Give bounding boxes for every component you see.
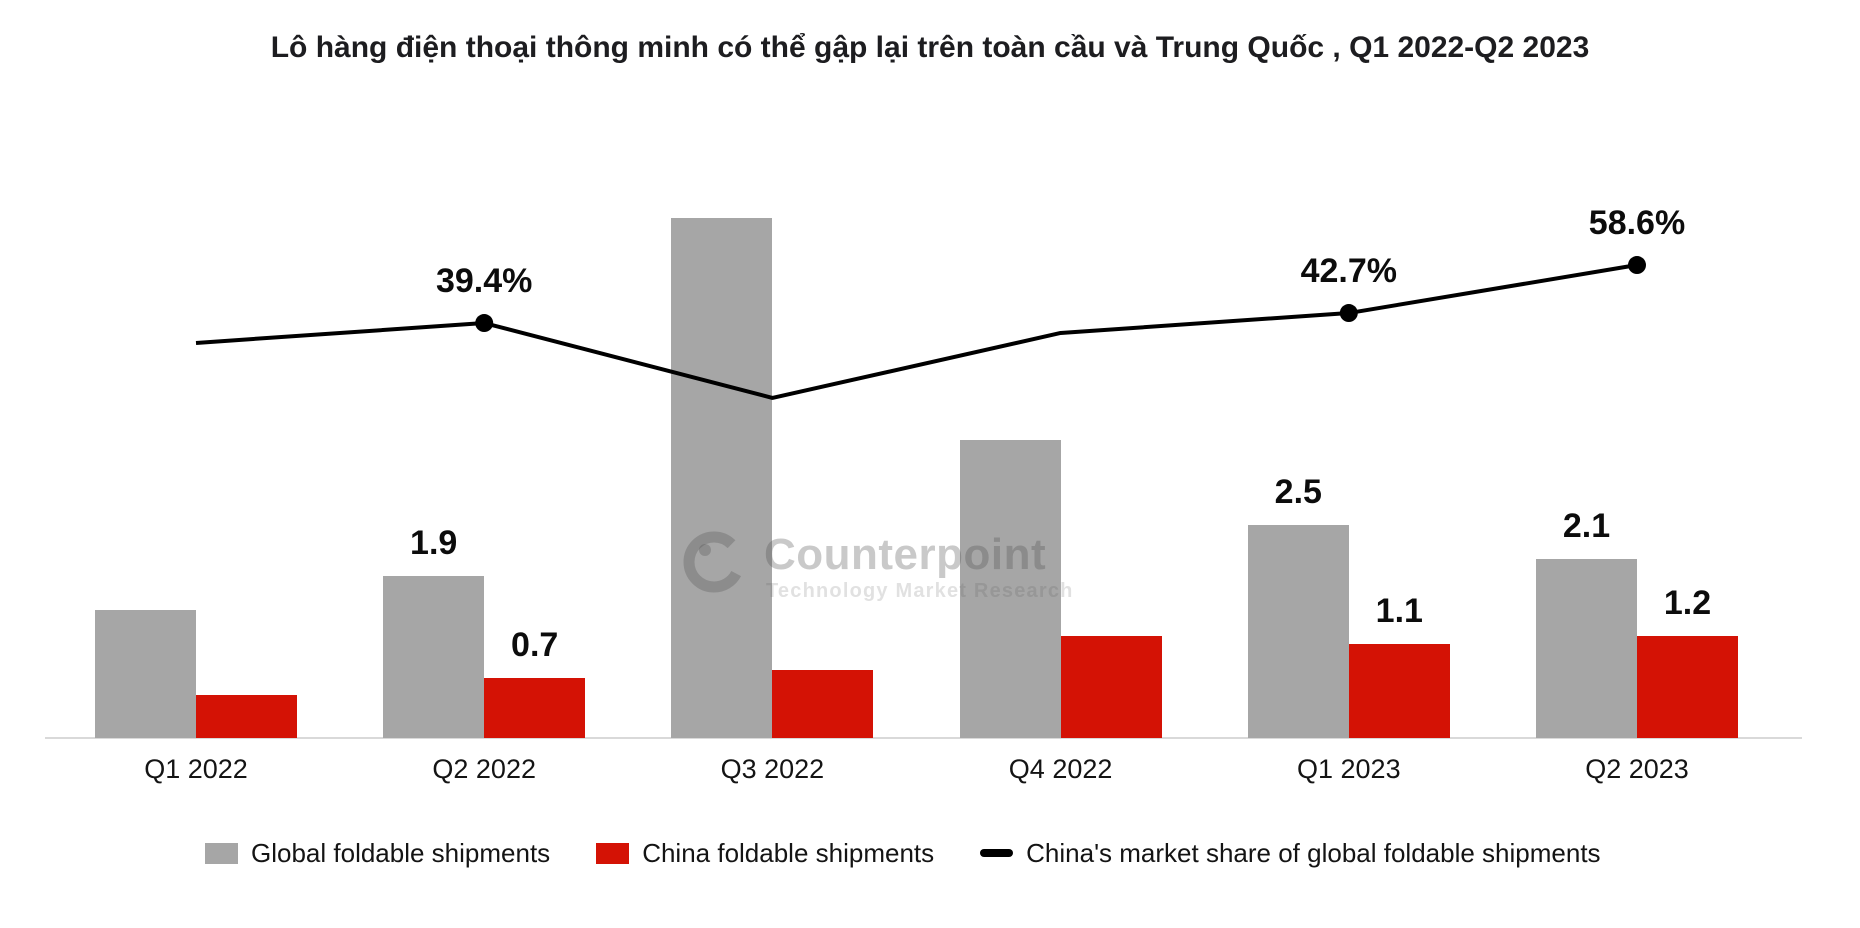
china-value-label-q1-2023: 1.1 bbox=[1375, 592, 1423, 631]
market-share-marker-q2-2023 bbox=[1628, 256, 1646, 275]
chart-title: Lô hàng điện thoại thông minh có thể gập… bbox=[270, 31, 1590, 64]
global-value-label-q2-2022: 1.9 bbox=[410, 524, 458, 563]
china-value-label-q2-2022: 0.7 bbox=[511, 626, 559, 665]
global-bar-q2-2023 bbox=[1536, 559, 1637, 738]
global-bar-q1-2023 bbox=[1247, 525, 1349, 738]
china-value-label-q2-2023: 1.2 bbox=[1663, 583, 1712, 622]
market-share-marker-q1-2023 bbox=[1339, 304, 1358, 323]
global-value-label-q1-2023: 2.5 bbox=[1274, 473, 1322, 511]
watermark-brand: Counterpoint bbox=[764, 530, 1047, 579]
legend-swatch-china bbox=[596, 842, 630, 864]
x-axis-label-q2-2022: Q2 2022 bbox=[432, 754, 536, 784]
legend-swatch-market-share bbox=[980, 849, 1014, 857]
legend-swatch-global bbox=[205, 842, 238, 864]
market-share-line bbox=[195, 263, 1638, 400]
watermark: Counterpoint Technology Market Research bbox=[678, 528, 1198, 612]
market-share-label-q2-2023: 58.6% bbox=[1588, 204, 1686, 243]
legend-item-market-share: China's market share of global foldable … bbox=[980, 838, 1601, 868]
legend-item-china: China foldable shipments bbox=[596, 839, 934, 867]
legend-item-global: Global foldable shipments bbox=[205, 839, 550, 867]
x-axis-line bbox=[45, 737, 1802, 739]
global-bar-q2-2022 bbox=[383, 576, 485, 738]
china-bar-q4-2022 bbox=[1060, 635, 1162, 738]
counterpoint-logo-icon bbox=[683, 531, 745, 593]
x-axis-label-q1-2022: Q1 2022 bbox=[144, 754, 248, 784]
china-bar-q1-2023 bbox=[1348, 644, 1450, 738]
x-axis-label-q1-2023: Q1 2023 bbox=[1297, 754, 1401, 784]
market-share-label-q1-2023: 42.7% bbox=[1300, 252, 1397, 291]
watermark-tagline: Technology Market Research bbox=[766, 580, 1074, 602]
legend-label-global: Global foldable shipments bbox=[251, 838, 551, 868]
x-axis-label-q3-2022: Q3 2022 bbox=[720, 754, 825, 784]
market-share-marker-q2-2022 bbox=[475, 314, 494, 333]
x-axis-label-q2-2023: Q2 2023 bbox=[1585, 754, 1689, 784]
legend-label-market-share: China's market share of global foldable … bbox=[1026, 838, 1601, 868]
china-bar-q2-2023 bbox=[1637, 635, 1738, 738]
legend: Global foldable shipments China foldable… bbox=[205, 839, 1601, 867]
china-bar-q2-2022 bbox=[484, 678, 586, 738]
global-value-label-q2-2023: 2.1 bbox=[1562, 507, 1611, 546]
global-bar-q3-2022 bbox=[671, 218, 773, 738]
china-bar-q1-2022 bbox=[196, 695, 297, 738]
x-axis-label-q4-2022: Q4 2022 bbox=[1008, 754, 1113, 784]
legend-label-china: China foldable shipments bbox=[642, 838, 935, 868]
china-bar-q3-2022 bbox=[772, 669, 874, 738]
market-share-label-q2-2022: 39.4% bbox=[435, 262, 533, 300]
global-bar-q1-2022 bbox=[95, 610, 196, 738]
global-bar-q4-2022 bbox=[959, 439, 1061, 738]
